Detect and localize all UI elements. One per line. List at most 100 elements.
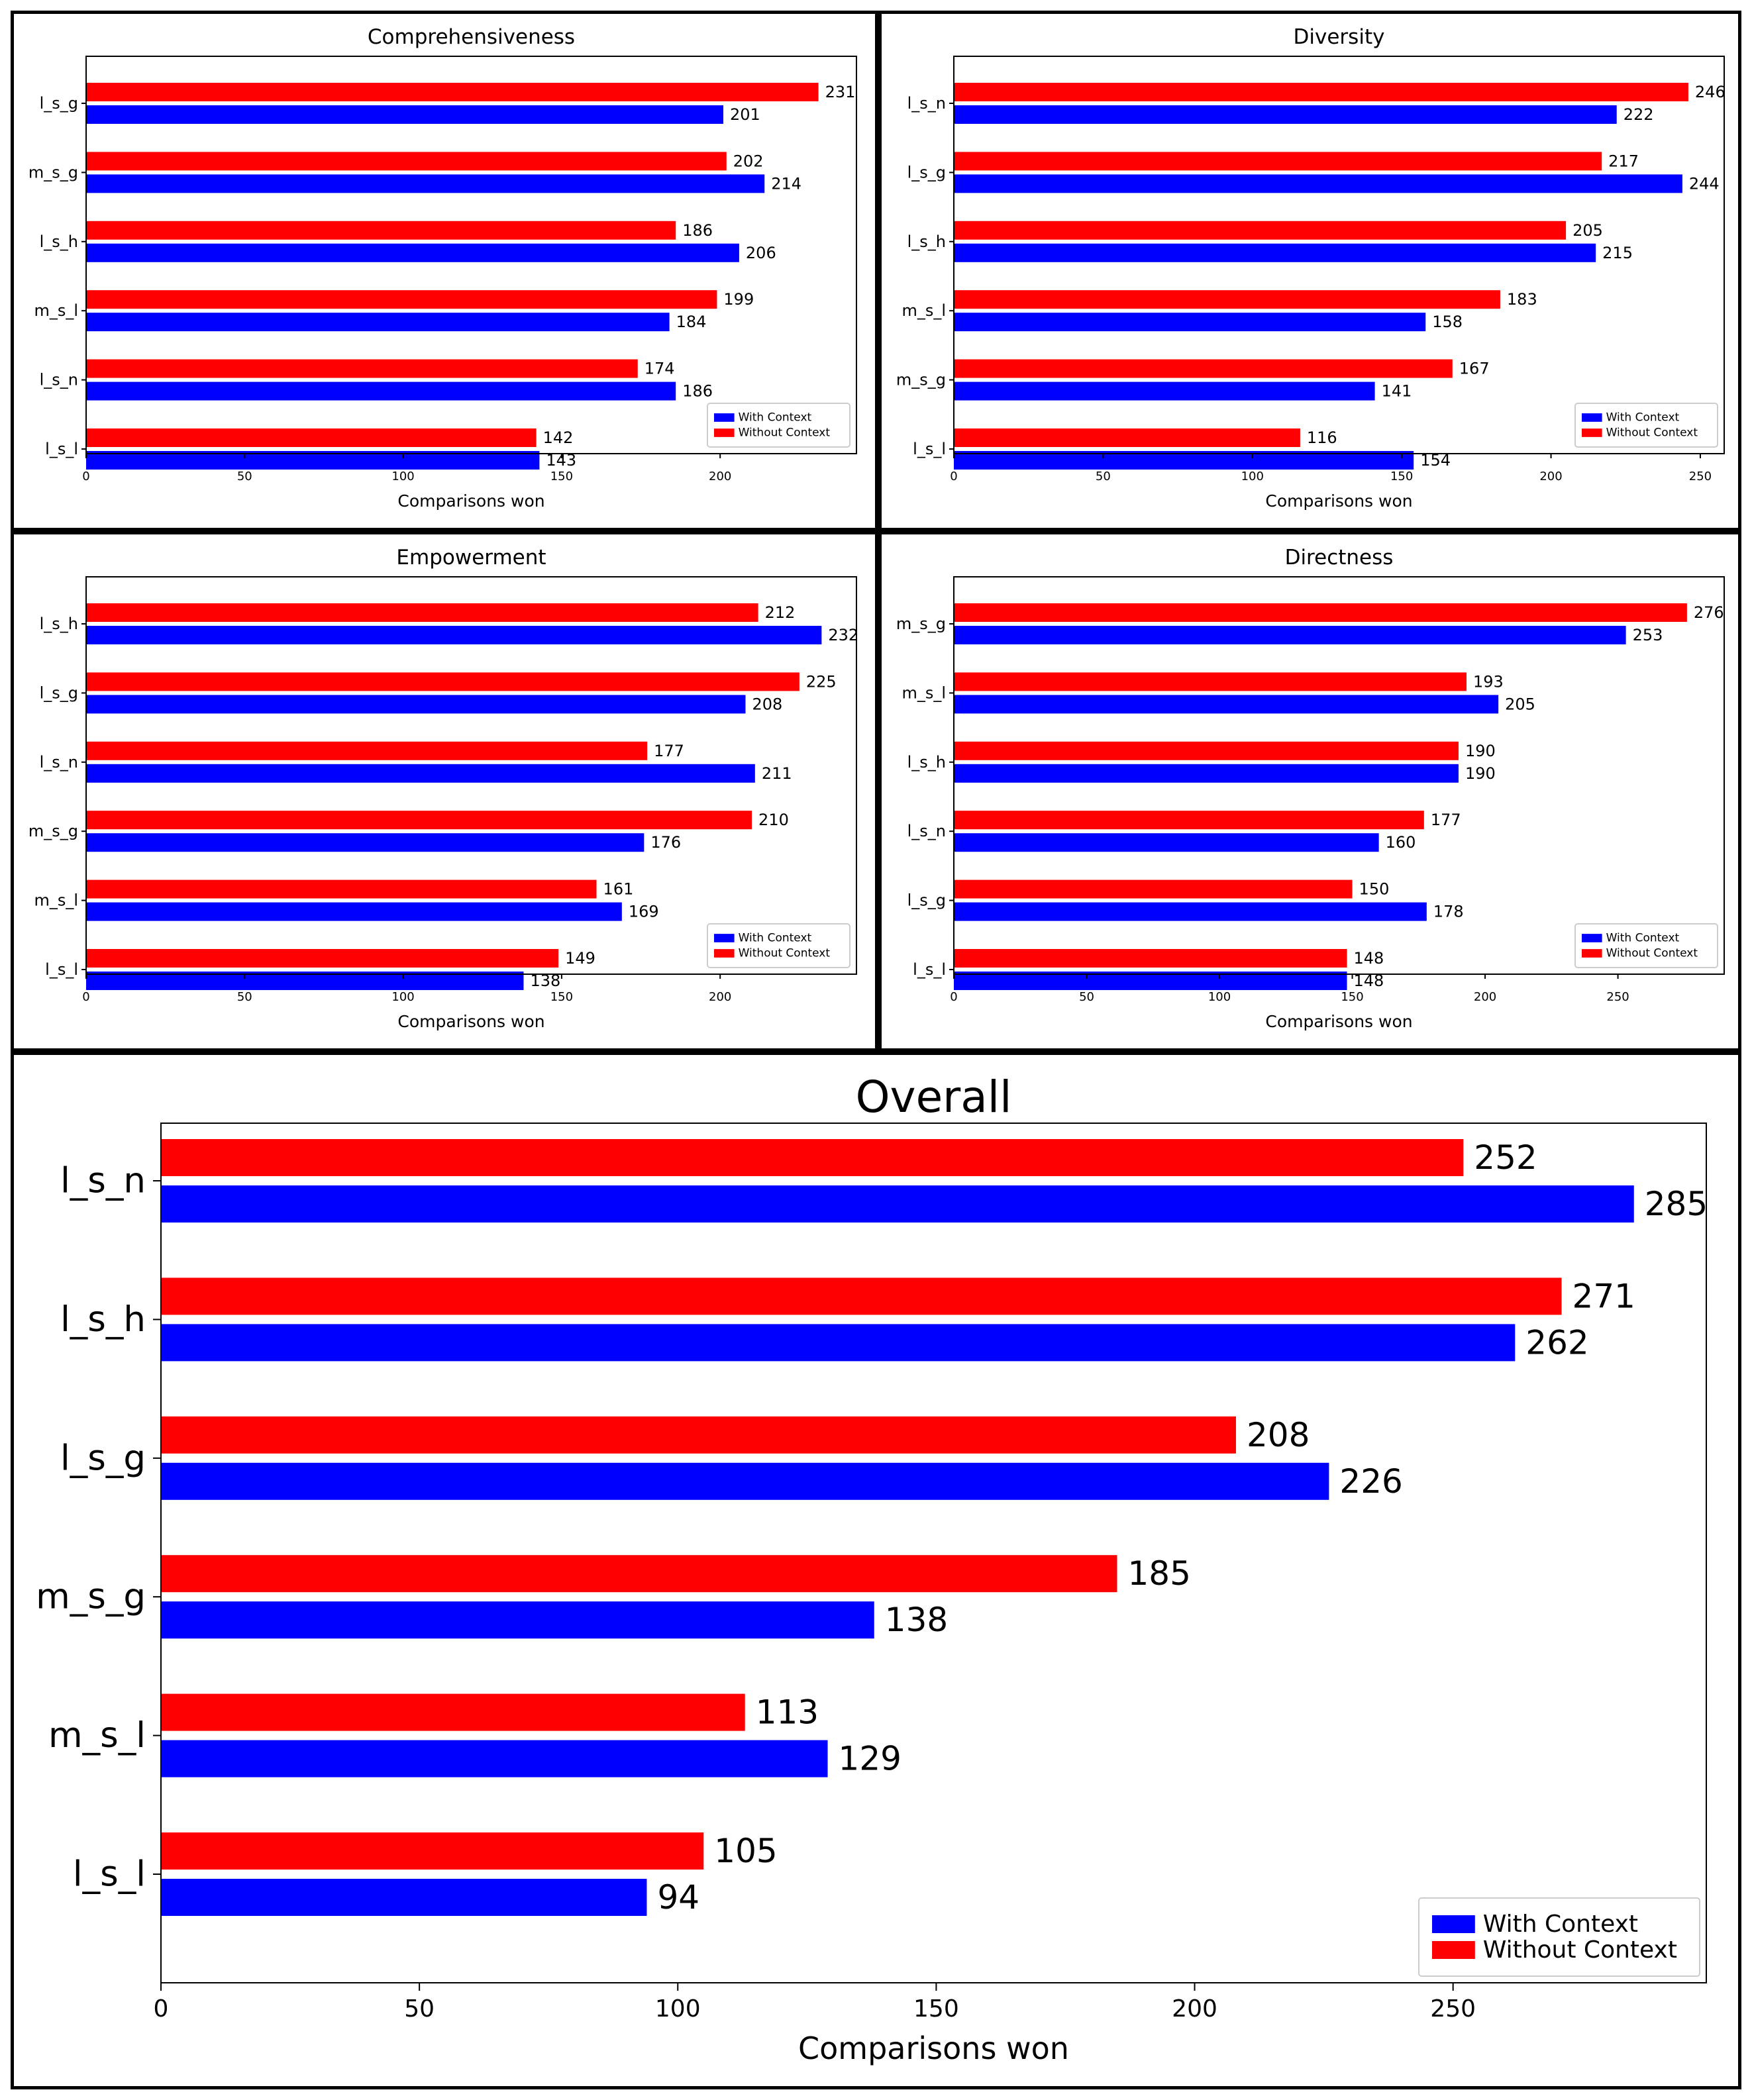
data-label: 222 xyxy=(1623,105,1654,124)
legend-label-with-context: With Context xyxy=(739,932,812,945)
bar-without-context-l_s_g xyxy=(86,83,819,101)
bar-without-context-m_s_g xyxy=(954,359,1453,378)
bar-with-context-l_s_n xyxy=(161,1185,1634,1223)
bar-with-context-m_s_l xyxy=(86,313,670,332)
x-tick-label: 0 xyxy=(950,990,957,1004)
bar-without-context-l_s_l xyxy=(86,428,537,447)
legend-label-without-context: Without Context xyxy=(739,426,831,440)
bar-with-context-m_s_g xyxy=(161,1601,874,1639)
data-label: 215 xyxy=(1602,244,1633,262)
chart-panel-comprehensiveness: Comprehensiveness 231 201 l_s_g 202 214 m_s_g 1… xyxy=(11,11,878,531)
legend-box xyxy=(1418,1897,1700,1977)
y-tick-label: l_s_g xyxy=(40,683,78,702)
y-tick-label: l_s_h xyxy=(907,232,946,251)
legend-label-without-context: Without Context xyxy=(1606,426,1698,440)
y-tick-label: l_s_l xyxy=(913,440,946,458)
x-axis-label: Comparisons won xyxy=(1265,1012,1412,1031)
bar-without-context-m_s_g xyxy=(86,811,752,830)
data-label: 201 xyxy=(730,105,760,124)
data-label: 141 xyxy=(1382,382,1412,401)
y-tick-label: l_s_n xyxy=(907,822,946,840)
x-tick-label: 100 xyxy=(1241,470,1264,483)
y-tick-label: l_s_l xyxy=(45,440,78,458)
legend-label-without-context: Without Context xyxy=(1606,947,1698,960)
plot-frame xyxy=(85,56,857,454)
bar-without-context-l_s_n xyxy=(954,83,1688,101)
data-label: 210 xyxy=(758,811,789,829)
x-tick-label: 50 xyxy=(237,990,252,1004)
legend-box xyxy=(1574,923,1718,968)
x-tick-label: 100 xyxy=(391,990,414,1004)
legend-swatch-with-context xyxy=(1432,1915,1475,1933)
bar-with-context-l_s_h xyxy=(86,243,739,262)
bar-with-context-l_s_n xyxy=(86,764,755,783)
data-label: 174 xyxy=(644,360,675,378)
plot-frame xyxy=(953,576,1725,975)
chart-title: Overall xyxy=(856,1072,1012,1123)
legend-label-without-context: Without Context xyxy=(1483,1936,1677,1964)
data-label: 113 xyxy=(756,1693,819,1732)
x-tick-label: 50 xyxy=(404,1995,435,2023)
chart-title: Empowerment xyxy=(396,546,546,570)
legend-box xyxy=(707,403,850,448)
bar-without-context-l_s_l xyxy=(161,1832,704,1870)
bar-without-context-l_s_l xyxy=(86,949,559,968)
y-tick-label: m_s_g xyxy=(28,163,78,181)
legend-swatch-without-context xyxy=(1582,949,1602,958)
x-tick-label: 100 xyxy=(391,470,414,483)
data-label: 211 xyxy=(762,764,792,783)
data-label: 285 xyxy=(1645,1185,1708,1223)
data-label: 105 xyxy=(714,1832,777,1870)
x-tick-label: 50 xyxy=(1096,470,1111,483)
bar-with-context-m_s_l xyxy=(954,313,1426,332)
data-label: 244 xyxy=(1689,174,1720,193)
chart-panel-diversity: Diversity 246 222 l_s_n 217 244 l_s_g 205 215 l_s… xyxy=(878,11,1741,531)
y-tick-label: l_s_g xyxy=(60,1438,146,1478)
bar-without-context-l_s_n xyxy=(86,741,648,760)
legend: With Context Without Context xyxy=(1574,923,1718,968)
data-label: 129 xyxy=(839,1740,902,1778)
data-label: 217 xyxy=(1608,152,1639,170)
legend-label-with-context: With Context xyxy=(1483,1911,1638,1938)
data-label: 253 xyxy=(1633,626,1663,644)
y-tick-label: m_s_l xyxy=(34,891,78,910)
bar-without-context-m_s_l xyxy=(86,290,717,309)
bar-without-context-m_s_l xyxy=(954,290,1500,309)
data-label: 138 xyxy=(885,1601,948,1639)
bar-without-context-l_s_h xyxy=(954,741,1459,760)
data-label: 231 xyxy=(825,83,856,101)
chart-svg: Overall 252 285 l_s_n 271 262 l_s_h 208 226 l_s_g… xyxy=(36,1072,1708,2066)
data-label: 149 xyxy=(565,949,595,968)
legend-swatch-with-context xyxy=(714,413,735,422)
data-label: 186 xyxy=(682,221,713,240)
y-tick-label: l_s_n xyxy=(60,1161,146,1201)
data-label: 177 xyxy=(1431,811,1461,829)
data-label: 205 xyxy=(1505,695,1535,713)
bar-with-context-l_s_h xyxy=(86,626,822,644)
x-tick-label: 100 xyxy=(1208,990,1231,1004)
x-tick-label: 50 xyxy=(237,470,252,483)
y-tick-label: m_s_g xyxy=(36,1577,146,1617)
bar-with-context-m_s_g xyxy=(954,381,1375,401)
legend-swatch-without-context xyxy=(1582,428,1602,437)
bar-with-context-l_s_l xyxy=(161,1879,647,1916)
x-tick-label: 200 xyxy=(1474,990,1496,1004)
data-label: 202 xyxy=(733,152,764,170)
data-label: 271 xyxy=(1572,1277,1635,1315)
y-tick-label: m_s_g xyxy=(896,371,946,389)
bar-with-context-l_s_g xyxy=(161,1462,1329,1500)
bar-with-context-l_s_h xyxy=(954,243,1596,262)
bar-with-context-l_s_n xyxy=(86,381,676,401)
data-label: 190 xyxy=(1465,764,1496,783)
x-tick-label: 200 xyxy=(709,990,731,1004)
bar-without-context-l_s_h xyxy=(86,221,676,240)
bar-with-context-m_s_l xyxy=(954,695,1499,714)
data-label: 161 xyxy=(603,880,634,899)
legend-swatch-without-context xyxy=(1432,1941,1475,1959)
chart-title: Comprehensiveness xyxy=(368,25,575,49)
x-tick-label: 250 xyxy=(1606,990,1629,1004)
data-label: 206 xyxy=(746,244,776,262)
data-label: 177 xyxy=(654,742,684,760)
plot-frame xyxy=(160,1123,1707,1983)
